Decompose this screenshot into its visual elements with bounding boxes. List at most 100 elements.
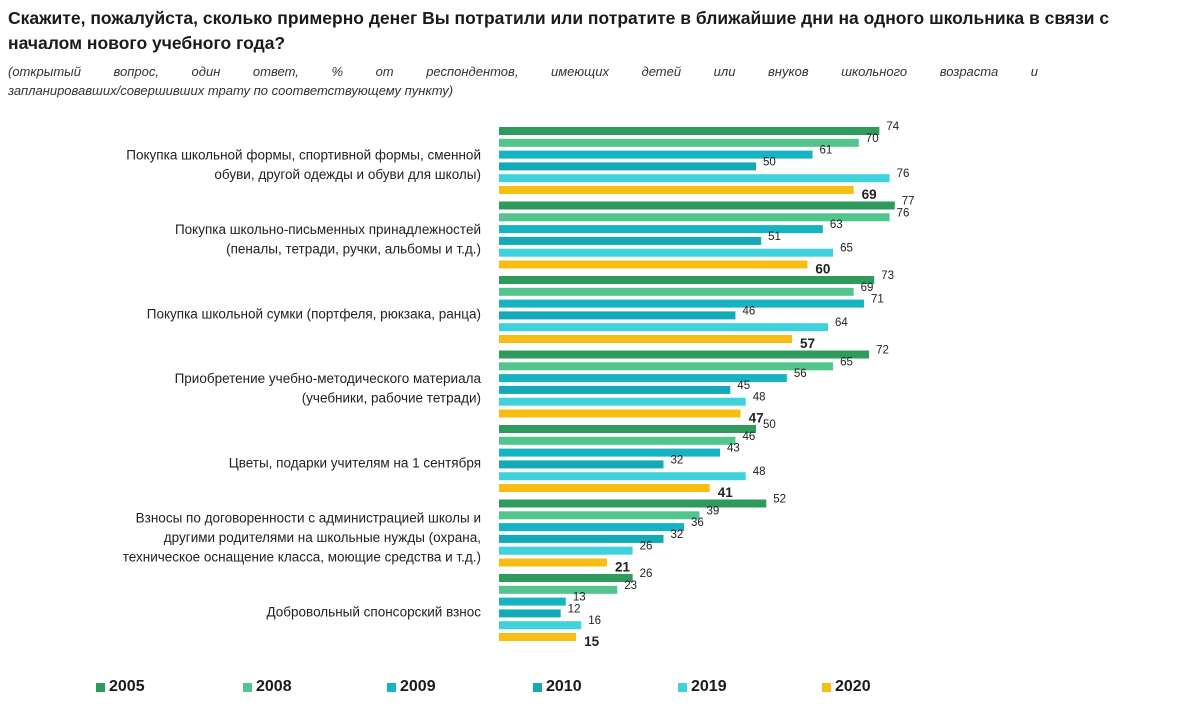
category-label: другими родителями на школьные нужды (ох… bbox=[164, 530, 481, 545]
data-label-2009: 13 bbox=[573, 592, 586, 604]
bar-2005 bbox=[499, 127, 880, 135]
bar-2019 bbox=[499, 472, 746, 481]
bar-2010 bbox=[499, 311, 736, 320]
data-label-2020: 69 bbox=[862, 187, 877, 202]
category-label: (учебники, рабочие тетради) bbox=[302, 391, 481, 406]
data-label-2010: 45 bbox=[737, 380, 750, 392]
legend-swatch bbox=[243, 682, 252, 692]
data-label-2020: 21 bbox=[615, 560, 631, 575]
data-label-2020: 47 bbox=[749, 411, 764, 426]
data-label-2009: 36 bbox=[691, 517, 704, 529]
data-label-2019: 65 bbox=[840, 243, 853, 255]
data-label-2019: 76 bbox=[897, 168, 910, 180]
bar-2005 bbox=[499, 574, 633, 582]
category-label: Приобретение учебно-методического матери… bbox=[175, 371, 482, 386]
bar-2020 bbox=[499, 186, 854, 194]
bar-2010 bbox=[499, 162, 756, 171]
bar-chart: Покупка школьной формы, спортивной формы… bbox=[123, 121, 915, 649]
data-label-2010: 50 bbox=[763, 156, 776, 168]
data-label-2005: 74 bbox=[886, 121, 899, 133]
legend-item-2019: 2019 bbox=[678, 678, 727, 696]
bar-2020 bbox=[499, 335, 792, 343]
bar-2005 bbox=[499, 276, 875, 284]
bar-2008 bbox=[499, 213, 890, 222]
data-label-2019: 48 bbox=[753, 466, 766, 478]
legend-swatch bbox=[533, 682, 542, 692]
bar-2010 bbox=[499, 609, 561, 618]
data-label-2009: 61 bbox=[820, 145, 833, 157]
bar-2010 bbox=[499, 236, 762, 245]
legend-label: 2019 bbox=[691, 678, 727, 695]
category-label: (пеналы, тетради, ручки, альбомы и т.д.) bbox=[226, 242, 481, 257]
legend-item-2008: 2008 bbox=[243, 678, 292, 696]
category-label: обуви, другой одежды и обуви для школы) bbox=[214, 167, 481, 182]
bar-2020 bbox=[499, 484, 710, 492]
data-label-2010: 46 bbox=[742, 305, 755, 317]
category-label: Цветы, подарки учителям на 1 сентября bbox=[229, 455, 481, 470]
data-label-2008: 39 bbox=[706, 505, 719, 517]
bar-2009 bbox=[499, 150, 813, 159]
bar-2008 bbox=[499, 585, 618, 594]
bar-2010 bbox=[499, 534, 664, 543]
data-label-2008: 76 bbox=[897, 207, 910, 219]
bar-2019 bbox=[499, 323, 828, 332]
category-label: Покупка школьно-письменных принадлежност… bbox=[175, 222, 481, 237]
bar-2009 bbox=[499, 225, 823, 234]
legend-item-2005: 2005 bbox=[96, 678, 145, 696]
data-label-2019: 48 bbox=[753, 392, 766, 404]
chart-subtitle-line-2: запланировавших/совершивших трату по соо… bbox=[8, 83, 454, 98]
data-label-2009: 43 bbox=[727, 443, 740, 455]
data-label-2010: 32 bbox=[670, 529, 683, 541]
data-label-2008: 65 bbox=[840, 356, 853, 368]
data-label-2008: 46 bbox=[742, 431, 755, 443]
legend-label: 2009 bbox=[400, 678, 436, 695]
legend-label: 2010 bbox=[546, 678, 582, 695]
legend-item-2009: 2009 bbox=[387, 678, 436, 696]
bar-2005 bbox=[499, 499, 767, 508]
data-label-2019: 16 bbox=[588, 615, 601, 627]
bar-2008 bbox=[499, 287, 854, 296]
bar-2009 bbox=[499, 299, 864, 308]
data-label-2009: 63 bbox=[830, 219, 843, 231]
category-label: Покупка школьной сумки (портфеля, рюкзак… bbox=[147, 306, 481, 321]
chart-title: Скажите, пожалуйста, сколько примерно де… bbox=[8, 8, 1110, 53]
data-label-2005: 26 bbox=[640, 568, 653, 580]
data-label-2009: 71 bbox=[871, 294, 884, 306]
data-label-2010: 32 bbox=[670, 454, 683, 466]
bar-2019 bbox=[499, 248, 834, 257]
bar-2010 bbox=[499, 385, 731, 394]
bar-2008 bbox=[499, 362, 834, 371]
bar-2020 bbox=[499, 260, 808, 269]
legend-item-2020: 2020 bbox=[822, 678, 871, 696]
legend-label: 2008 bbox=[256, 678, 292, 695]
data-label-2005: 72 bbox=[876, 345, 889, 357]
data-label-2020: 15 bbox=[584, 634, 600, 649]
bar-2019 bbox=[499, 546, 633, 555]
bar-2008 bbox=[499, 436, 736, 445]
bar-2020 bbox=[499, 558, 607, 567]
legend-swatch bbox=[96, 682, 105, 692]
bar-2005 bbox=[499, 201, 895, 210]
legend-label: 2005 bbox=[109, 678, 145, 695]
data-label-2005: 73 bbox=[881, 270, 894, 282]
data-label-2019: 64 bbox=[835, 317, 848, 329]
data-label-2019: 26 bbox=[640, 541, 653, 553]
data-label-2008: 69 bbox=[861, 282, 874, 294]
legend-item-2010: 2010 bbox=[533, 678, 582, 696]
data-label-2008: 70 bbox=[866, 133, 879, 145]
data-label-2010: 51 bbox=[768, 231, 781, 243]
bar-2008 bbox=[499, 138, 859, 147]
data-label-2010: 12 bbox=[568, 603, 581, 615]
bar-2019 bbox=[499, 621, 582, 630]
bar-2009 bbox=[499, 523, 685, 532]
data-label-2005: 50 bbox=[763, 419, 776, 431]
data-label-2020: 57 bbox=[800, 336, 815, 351]
data-label-2005: 52 bbox=[773, 494, 786, 506]
bar-2008 bbox=[499, 511, 700, 520]
bar-2009 bbox=[499, 448, 721, 457]
bar-2005 bbox=[499, 350, 870, 359]
chart-legend: 2005 2008 2009 2010 2019 2020 bbox=[0, 678, 1203, 702]
data-label-2008: 23 bbox=[624, 580, 637, 592]
bar-2019 bbox=[499, 174, 890, 183]
data-label-2005: 77 bbox=[902, 196, 915, 208]
